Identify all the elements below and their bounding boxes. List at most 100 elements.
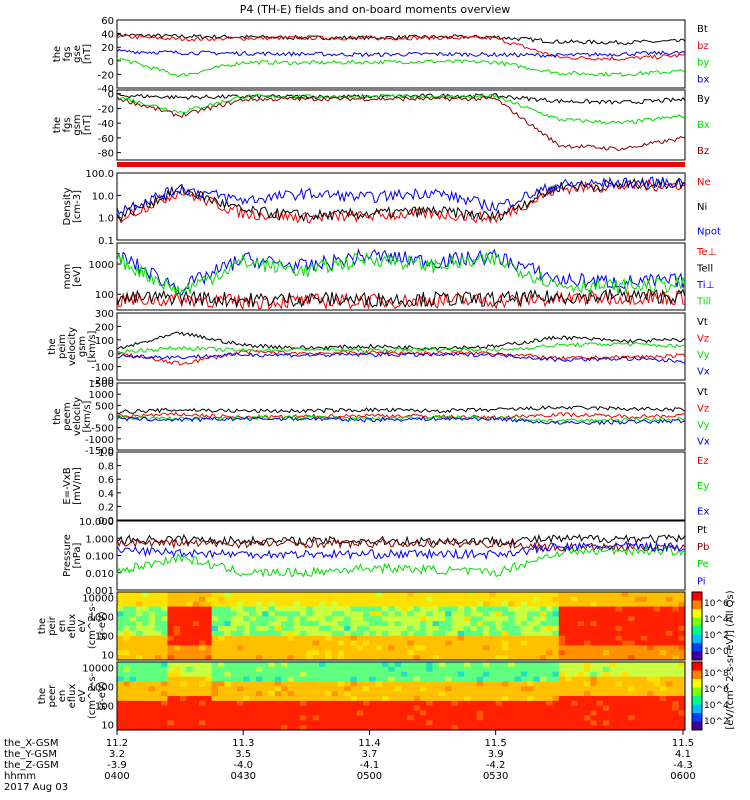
spectrogram-cell [123, 700, 131, 707]
spectrogram-cell [571, 616, 579, 622]
spectrogram-cell [552, 662, 560, 668]
spectrogram-cell [382, 676, 389, 682]
spectrogram-cell [123, 592, 131, 598]
spectrogram-cell [653, 720, 661, 726]
spectrogram-cell [243, 611, 251, 617]
spectrogram-cell [571, 715, 579, 721]
spectrogram-cell [318, 686, 326, 692]
spectrogram-cell [344, 606, 352, 612]
spectrogram-cell [135, 700, 143, 707]
spectrogram-cell [577, 616, 585, 622]
spectrogram-cell [344, 681, 352, 687]
spectrogram-cell [672, 650, 680, 656]
spectrogram-cell [419, 621, 427, 627]
spectrogram-cell [678, 715, 686, 721]
spectrogram-cell [508, 601, 516, 608]
spectrogram-cell [514, 700, 522, 707]
spectrogram-cell [192, 725, 200, 731]
spectrogram-cell [659, 715, 667, 721]
spectrogram-cell [186, 691, 194, 697]
spectrogram-cell [211, 671, 219, 678]
spectrogram-cell [117, 655, 124, 661]
spectrogram-cell [565, 611, 572, 617]
spectrogram-cell [426, 655, 434, 661]
spectrogram-cell [224, 696, 232, 702]
spectrogram-cell [300, 596, 307, 603]
spectrogram-cell [274, 621, 282, 627]
spectrogram-cell [161, 616, 168, 622]
spectrogram-cell [621, 691, 629, 697]
spectrogram-cell [539, 700, 547, 707]
spectrogram-cell [457, 715, 465, 721]
spectrogram-cell [236, 621, 244, 627]
spectrogram-cell [135, 650, 143, 656]
spectrogram-cell [407, 592, 415, 598]
spectrogram-cell [142, 645, 150, 651]
spectrogram-cell [508, 691, 516, 697]
spectrogram-cell [413, 645, 421, 651]
spectrogram-cell [520, 596, 528, 603]
spectrogram-cell [344, 671, 352, 678]
y-tick-label: 0.010 [85, 569, 114, 580]
spectrogram-cell [628, 650, 636, 656]
spectrogram-cell [577, 725, 585, 731]
spectrogram-cell [375, 681, 383, 687]
spectrogram-cell [123, 681, 131, 687]
spectrogram-cell [230, 616, 238, 622]
spectrogram-cell [167, 596, 175, 603]
spectrogram-cell [224, 606, 232, 612]
spectrogram-cell [565, 645, 572, 651]
spectrogram-cell [249, 676, 257, 682]
spectrogram-cell [318, 705, 326, 712]
spectrogram-cell [205, 725, 213, 731]
y-tick-label: 0.4 [98, 489, 114, 500]
spectrogram-cell [331, 621, 339, 627]
spectrogram-cell [413, 715, 421, 721]
spectrogram-cell [255, 640, 263, 646]
spectrogram-cell [451, 640, 459, 646]
spectrogram-cell [640, 686, 648, 692]
spectrogram-cell [672, 621, 680, 627]
spectrogram-cell [325, 705, 333, 712]
spectrogram-cell [205, 626, 213, 632]
spectrogram-cell [129, 645, 137, 651]
panel-frame [116, 661, 686, 731]
series-line-Vt [116, 405, 686, 415]
spectrogram-cell [565, 715, 572, 721]
spectrogram-cell [148, 662, 156, 668]
spectrogram-cell [117, 635, 124, 642]
spectrogram-cell [375, 645, 383, 651]
spectrogram-cell [495, 626, 503, 632]
spectrogram-cell [205, 645, 213, 651]
spectrogram-cell [476, 681, 484, 687]
spectrogram-cell [205, 696, 213, 702]
spectrogram-cell [501, 662, 509, 668]
spectrogram-cell [186, 700, 194, 707]
spectrogram-cell [217, 592, 225, 598]
spectrogram-cell [602, 650, 610, 656]
spectrogram-cell [445, 630, 452, 637]
spectrogram-cell [659, 606, 667, 612]
spectrogram-cell [262, 686, 269, 692]
spectrogram-cell [375, 630, 383, 637]
spectrogram-cell [388, 676, 396, 682]
spectrogram-cell [514, 686, 522, 692]
spectrogram-cell [255, 715, 263, 721]
spectrogram-cell [167, 645, 175, 651]
colorbar-tick: 10^4 [704, 615, 729, 625]
spectrogram-cell [211, 666, 219, 673]
spectrogram-cell [186, 681, 194, 687]
spectrogram-cell [634, 611, 642, 617]
spectrogram-cell [407, 596, 415, 603]
spectrogram-cell [287, 655, 295, 661]
spectrogram-cell [224, 655, 232, 661]
spectrogram-cell [325, 691, 333, 697]
spectrogram-cell [199, 696, 206, 702]
spectrogram-cell [565, 601, 572, 608]
spectrogram-cell [186, 650, 194, 656]
spectrogram-cell [236, 650, 244, 656]
spectrogram-cell [451, 596, 459, 603]
spectrogram-cell [312, 621, 320, 627]
spectrogram-cell [262, 671, 269, 678]
